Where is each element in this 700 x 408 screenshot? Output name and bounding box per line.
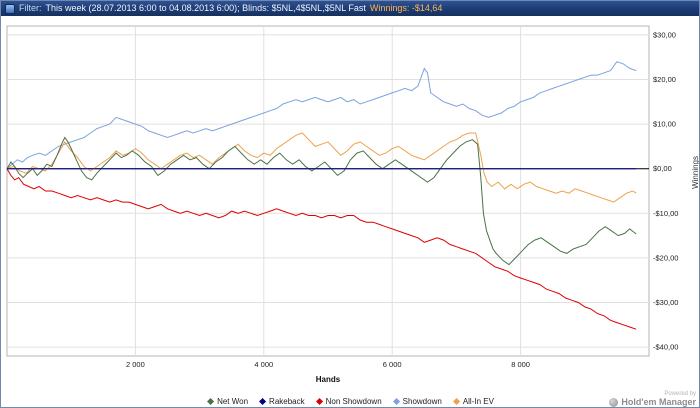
legend-marker [259, 397, 267, 406]
y-tick-label: $30,00 [653, 30, 676, 39]
y-tick-label: -$30,00 [653, 298, 678, 307]
legend-label: Net Won [217, 397, 249, 406]
y-tick-label: $0,00 [653, 164, 672, 173]
holdem-manager-logo [609, 397, 619, 407]
plot-area [6, 25, 650, 357]
chart-legend: Net Won Rakeback Non Showdown Showdown All-I… [207, 397, 494, 406]
filter-icon [5, 3, 15, 14]
legend-item-net-won: Net Won [207, 397, 249, 406]
legend-label: Rakeback [269, 397, 305, 406]
x-tick-label: 6 000 [383, 360, 402, 369]
y-tick-label: -$40,00 [653, 343, 678, 352]
series-line-all-in-ev [6, 132, 637, 203]
winnings-summary: Winnings: -$14,64 [369, 3, 443, 13]
series-line-net-won [6, 136, 637, 266]
legend-marker [392, 397, 400, 406]
y-tick-label: -$10,00 [653, 209, 678, 218]
legend-marker [207, 397, 215, 406]
holdem-manager-brand: Powered by Hold'em Manager [609, 391, 696, 407]
y-tick-label: $20,00 [653, 75, 676, 84]
series-line-showdown [6, 61, 637, 170]
powered-by-label: Powered by [664, 391, 696, 397]
filter-label: Filter: [19, 3, 42, 13]
legend-label: Non Showdown [325, 397, 382, 406]
y-tick-label: -$20,00 [653, 253, 678, 262]
legend-item-rakeback: Rakeback [259, 397, 305, 406]
filter-bar: Filter: This week (28.07.2013 6:00 to 04… [1, 1, 699, 16]
legend-marker [315, 397, 323, 406]
chart-panel: 2 000 4 000 6 000 8 000 $30,00 $20,00 $10,00 $0… [1, 16, 700, 407]
legend-item-all-in-ev: All-In EV [452, 397, 494, 406]
x-tick-label: 8 000 [511, 360, 530, 369]
x-tick-label: 4 000 [254, 360, 273, 369]
legend-label: All-In EV [462, 397, 494, 406]
y-axis-title: Winnings [691, 156, 700, 189]
y-tick-label: $10,00 [653, 120, 676, 129]
x-axis-title: Hands [316, 375, 341, 384]
series-line-non-showdown [6, 168, 637, 330]
legend-label: Showdown [402, 397, 442, 406]
filter-text: This week (28.07.2013 6:00 to 04.08.2013… [45, 3, 366, 13]
legend-item-showdown: Showdown [392, 397, 442, 406]
legend-marker [452, 397, 460, 406]
winnings-chart: 2 000 4 000 6 000 8 000 $30,00 $20,00 $10,00 $0… [6, 25, 678, 384]
x-tick-label: 2 000 [126, 360, 145, 369]
holdem-manager-label: Hold'em Manager [621, 397, 696, 407]
legend-item-non-showdown: Non Showdown [315, 397, 382, 406]
